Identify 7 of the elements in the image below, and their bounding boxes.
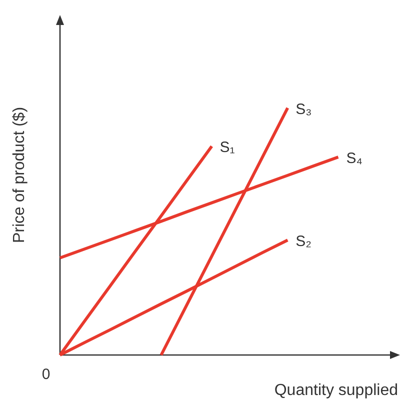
text: 0 xyxy=(42,366,50,383)
y-axis-title: Price of product ($) xyxy=(11,106,28,244)
x-axis-title: Quantity supplied xyxy=(274,382,398,399)
series-label: S₃ xyxy=(296,100,312,118)
series-label: S₁ xyxy=(220,139,235,156)
series-label: S₄ xyxy=(346,150,362,168)
series-label: S₂ xyxy=(296,233,312,250)
